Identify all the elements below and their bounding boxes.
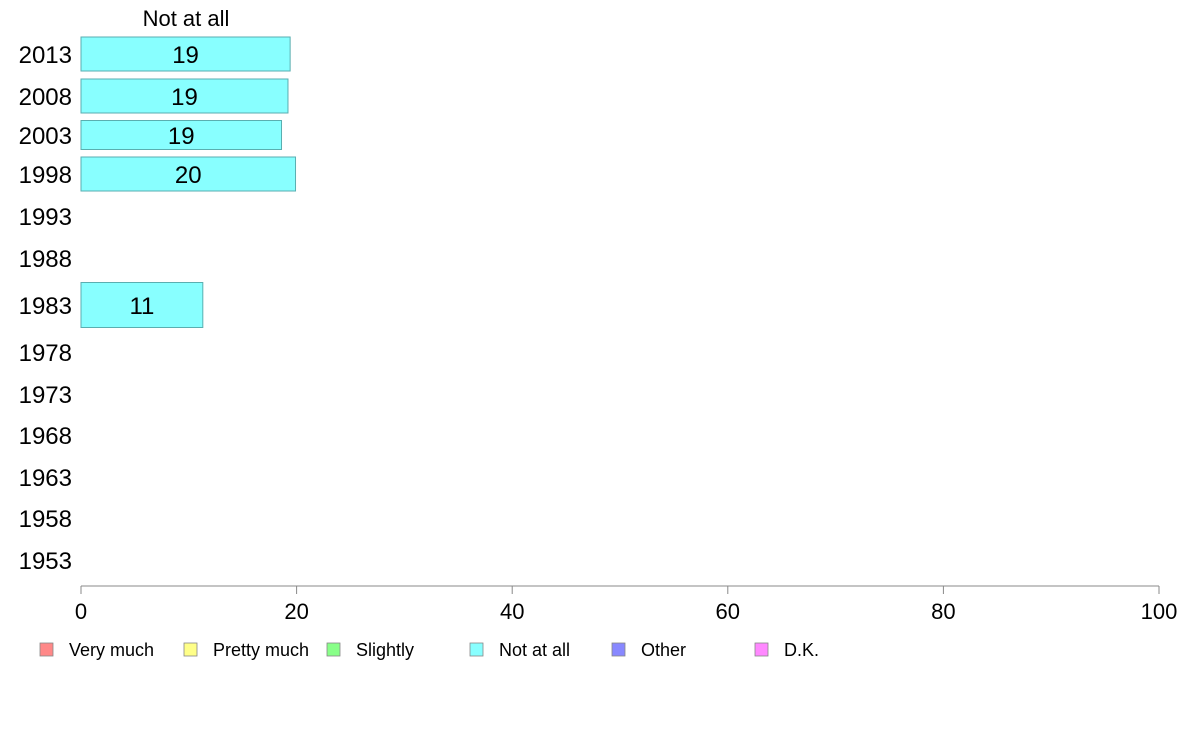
- year-label-1988: 1988: [19, 246, 72, 273]
- legend-swatch-very-much: [39, 642, 54, 657]
- legend: Very much Pretty much Slightly Not at all Ot…: [39, 640, 819, 660]
- year-label-1968: 1968: [19, 423, 72, 450]
- x-tick-label-100: 100: [1141, 599, 1178, 624]
- bar-2003: [80, 120, 283, 150]
- bar-1998: [80, 156, 297, 192]
- year-label-1973: 1973: [19, 382, 72, 409]
- legend-label-very-much: Very much: [69, 640, 154, 660]
- year-label-1953: 1953: [19, 548, 72, 575]
- bar-value-label-1983: 11: [129, 293, 154, 320]
- year-label-1983: 1983: [19, 293, 72, 320]
- x-tick-label-80: 80: [931, 599, 955, 624]
- bar-value-label-2013: 19: [172, 42, 199, 69]
- x-tick-label-0: 0: [75, 599, 87, 624]
- legend-label-d-k: D.K.: [784, 640, 819, 660]
- year-label-1998: 1998: [19, 162, 72, 189]
- year-label-2003: 2003: [19, 123, 72, 150]
- year-label-2013: 2013: [19, 42, 72, 69]
- x-axis: 0 20 40 60 80 100: [75, 585, 1178, 624]
- legend-label-other: Other: [641, 640, 686, 660]
- x-tick-label-60: 60: [716, 599, 740, 624]
- legend-swatch-slightly: [326, 642, 341, 657]
- panel-title: Not at all: [143, 6, 230, 31]
- legend-swatch-other: [611, 642, 626, 657]
- x-tick-label-20: 20: [284, 599, 308, 624]
- x-tick-label-40: 40: [500, 599, 524, 624]
- bar-value-label-1998: 20: [175, 162, 202, 189]
- year-label-2008: 2008: [19, 84, 72, 111]
- legend-label-slightly: Slightly: [356, 640, 414, 660]
- legend-label-pretty-much: Pretty much: [213, 640, 309, 660]
- legend-swatch-d-k: [754, 642, 769, 657]
- year-label-1993: 1993: [19, 204, 72, 231]
- bar-value-label-2003: 19: [168, 123, 195, 150]
- legend-label-not-at-all: Not at all: [499, 640, 570, 660]
- bar-1983: [80, 282, 204, 328]
- legend-swatch-pretty-much: [183, 642, 198, 657]
- bar-value-label-2008: 19: [171, 84, 198, 111]
- year-label-1958: 1958: [19, 506, 72, 533]
- bar-2008: [80, 78, 289, 114]
- year-labels-group: 2013 2008 2003 1998 1993 1988 1983 1978 1973 1968…: [19, 42, 72, 575]
- bars-group: 19 19 19 20 11: [80, 36, 297, 328]
- legend-swatch-not-at-all: [469, 642, 484, 657]
- year-label-1978: 1978: [19, 340, 72, 367]
- year-label-1963: 1963: [19, 465, 72, 492]
- bar-2013: [80, 36, 291, 72]
